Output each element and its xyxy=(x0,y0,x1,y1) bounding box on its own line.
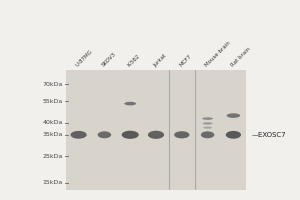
Ellipse shape xyxy=(98,131,111,138)
Ellipse shape xyxy=(203,122,212,125)
Text: 70kDa: 70kDa xyxy=(43,82,63,87)
Ellipse shape xyxy=(70,131,87,139)
Text: 25kDa: 25kDa xyxy=(43,154,63,159)
Text: SKOV3: SKOV3 xyxy=(101,52,117,68)
Text: 35kDa: 35kDa xyxy=(43,132,63,137)
Ellipse shape xyxy=(227,113,240,118)
Text: 40kDa: 40kDa xyxy=(43,120,63,125)
Text: 55kDa: 55kDa xyxy=(43,99,63,104)
Ellipse shape xyxy=(148,131,164,139)
Text: —EXOSC7: —EXOSC7 xyxy=(252,132,286,138)
Text: 15kDa: 15kDa xyxy=(43,180,63,185)
Text: Rat brain: Rat brain xyxy=(230,47,251,68)
Ellipse shape xyxy=(203,127,212,129)
Text: U-87MG: U-87MG xyxy=(75,49,94,68)
Ellipse shape xyxy=(174,131,190,138)
Ellipse shape xyxy=(122,131,139,139)
Text: Mouse brain: Mouse brain xyxy=(204,41,232,68)
Ellipse shape xyxy=(201,131,214,138)
Ellipse shape xyxy=(202,117,213,120)
Text: MCF7: MCF7 xyxy=(178,54,192,68)
Ellipse shape xyxy=(226,131,241,139)
Text: Jurkat: Jurkat xyxy=(152,53,167,68)
Text: K-562: K-562 xyxy=(127,54,141,68)
Ellipse shape xyxy=(124,102,136,105)
